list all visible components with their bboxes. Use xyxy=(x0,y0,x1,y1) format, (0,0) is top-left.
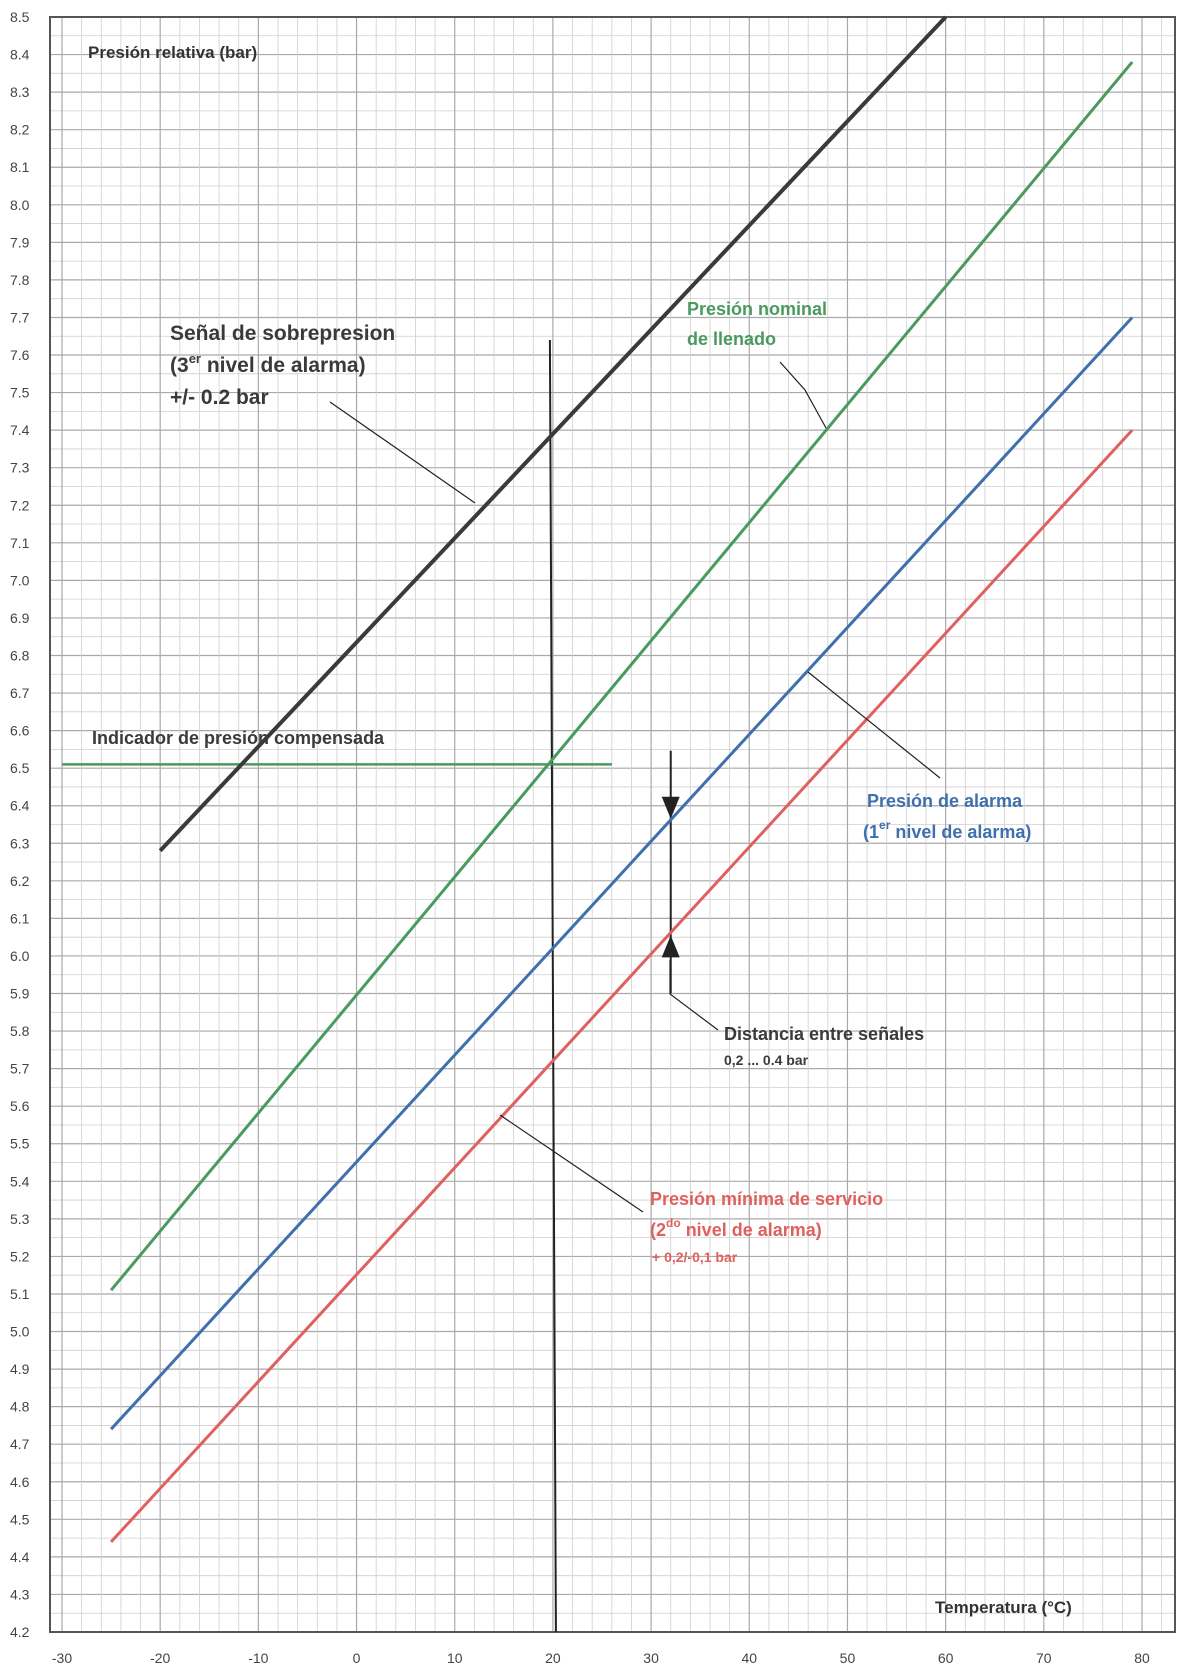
x-tick-label: -20 xyxy=(150,1650,170,1666)
y-tick-label: 7.3 xyxy=(10,460,30,476)
y-tick-label: 7.9 xyxy=(10,234,30,250)
y-tick-label: 5.7 xyxy=(10,1061,30,1077)
y-tick-label: 4.7 xyxy=(10,1436,30,1452)
overpressure-label-line2: (3er nivel de alarma) xyxy=(170,351,366,377)
y-tick-label: 4.3 xyxy=(10,1586,30,1602)
minimum-label-line2: (2do nivel de alarma) xyxy=(650,1216,822,1240)
overpressure-line xyxy=(158,15,948,853)
y-tick-label: 7.2 xyxy=(10,497,30,513)
y-tick-label: 5.2 xyxy=(10,1248,30,1264)
nominal-label-line1: Presión nominal xyxy=(687,299,827,319)
x-tick-label: 30 xyxy=(643,1650,659,1666)
y-tick-label: 4.8 xyxy=(10,1399,30,1415)
y-tick-label: 5.3 xyxy=(10,1211,30,1227)
y-tick-label: 6.7 xyxy=(10,685,30,701)
x-tick-label: 40 xyxy=(741,1650,757,1666)
distance-label-line1: Distancia entre señales xyxy=(724,1024,924,1044)
vertical-reference-line xyxy=(548,339,557,1633)
overpressure-label-line1: Señal de sobrepresion xyxy=(170,322,395,345)
y-tick-label: 7.0 xyxy=(10,572,30,588)
y-tick-label: 6.3 xyxy=(10,835,30,851)
y-tick-label: 8.2 xyxy=(10,122,30,138)
y-tick-label: 6.6 xyxy=(10,723,30,739)
leader-lines xyxy=(329,361,941,1213)
y-tick-label: 5.6 xyxy=(10,1098,30,1114)
y-tick-label: 5.8 xyxy=(10,1023,30,1039)
x-tick-label: 0 xyxy=(353,1650,361,1666)
y-tick-label: 6.2 xyxy=(10,873,30,889)
alarm-label-line1: Presión de alarma xyxy=(867,791,1023,811)
y-tick-label: 4.5 xyxy=(10,1511,30,1527)
y-tick-label: 6.0 xyxy=(10,948,30,964)
y-tick-label: 8.0 xyxy=(10,197,30,213)
x-tick-label: 80 xyxy=(1134,1650,1150,1666)
y-tick-label: 5.9 xyxy=(10,986,30,1002)
y-tick-label: 8.3 xyxy=(10,84,30,100)
x-tick-label: 60 xyxy=(938,1650,954,1666)
x-axis-title: Temperatura (°C) xyxy=(935,1598,1072,1617)
y-tick-label: 5.0 xyxy=(10,1324,30,1340)
y-tick-label: 4.4 xyxy=(10,1549,30,1565)
signal-gap-arrow-down xyxy=(661,796,680,819)
compensated-label: Indicador de presión compensada xyxy=(92,728,385,748)
overpressure-label-line3: +/- 0.2 bar xyxy=(170,386,269,409)
y-tick-label: 6.8 xyxy=(10,647,30,663)
x-tick-label: -30 xyxy=(52,1650,72,1666)
y-tick-label: 4.2 xyxy=(10,1624,30,1640)
nominal-line xyxy=(109,61,1134,1292)
y-tick-label: 8.5 xyxy=(10,9,30,25)
y-tick-label: 4.6 xyxy=(10,1474,30,1490)
y-tick-label: 5.4 xyxy=(10,1173,30,1189)
y-tick-label: 7.8 xyxy=(10,272,30,288)
y-tick-label: 6.1 xyxy=(10,910,30,926)
minimum-leader xyxy=(499,1114,644,1213)
y-axis-title: Presión relativa (bar) xyxy=(88,43,257,62)
x-axis-ticks: -30 -20 -10 0 10 20 30 40 50 60 70 80 xyxy=(52,1650,1150,1666)
y-tick-label: 7.1 xyxy=(10,535,30,551)
plot-frame xyxy=(49,16,1176,1633)
x-tick-label: 50 xyxy=(840,1650,856,1666)
overpressure-leader xyxy=(329,401,476,504)
distance-leader xyxy=(669,960,719,1031)
x-tick-label: 20 xyxy=(545,1650,561,1666)
y-tick-label: 5.5 xyxy=(10,1136,30,1152)
minimum-label-line1: Presión mínima de servicio xyxy=(650,1189,883,1209)
y-tick-label: 7.4 xyxy=(10,422,30,438)
distance-label-line2: 0,2 ... 0.4 bar xyxy=(724,1052,809,1068)
y-tick-label: 6.4 xyxy=(10,798,30,814)
alarm-line xyxy=(109,316,1134,1431)
reference-lines xyxy=(62,339,680,1633)
x-tick-label: -10 xyxy=(248,1650,268,1666)
y-tick-label: 7.7 xyxy=(10,309,30,325)
y-tick-label: 6.5 xyxy=(10,760,30,776)
series-lines xyxy=(109,15,1134,1543)
y-tick-label: 7.6 xyxy=(10,347,30,363)
x-tick-label: 70 xyxy=(1036,1650,1052,1666)
minimum-line xyxy=(109,429,1134,1543)
nominal-label-line2: de llenado xyxy=(687,329,776,349)
y-tick-label: 8.4 xyxy=(10,47,30,63)
y-tick-label: 5.1 xyxy=(10,1286,30,1302)
nominal-leader xyxy=(779,361,827,429)
signal-gap-arrow-up xyxy=(661,935,680,958)
y-tick-label: 4.9 xyxy=(10,1361,30,1377)
x-tick-label: 10 xyxy=(447,1650,463,1666)
y-tick-label: 6.9 xyxy=(10,610,30,626)
y-tick-label: 7.5 xyxy=(10,385,30,401)
y-tick-label: 8.1 xyxy=(10,159,30,175)
alarm-leader xyxy=(807,671,941,779)
minimum-label-line3: + 0,2/-0,1 bar xyxy=(652,1249,738,1265)
y-axis-ticks: 4.2 4.3 4.4 4.5 4.6 4.7 4.8 4.9 5.0 5.1 5.2 5.3 5.4 5… xyxy=(10,9,30,1640)
alarm-label-line2: (1er nivel de alarma) xyxy=(863,818,1031,842)
